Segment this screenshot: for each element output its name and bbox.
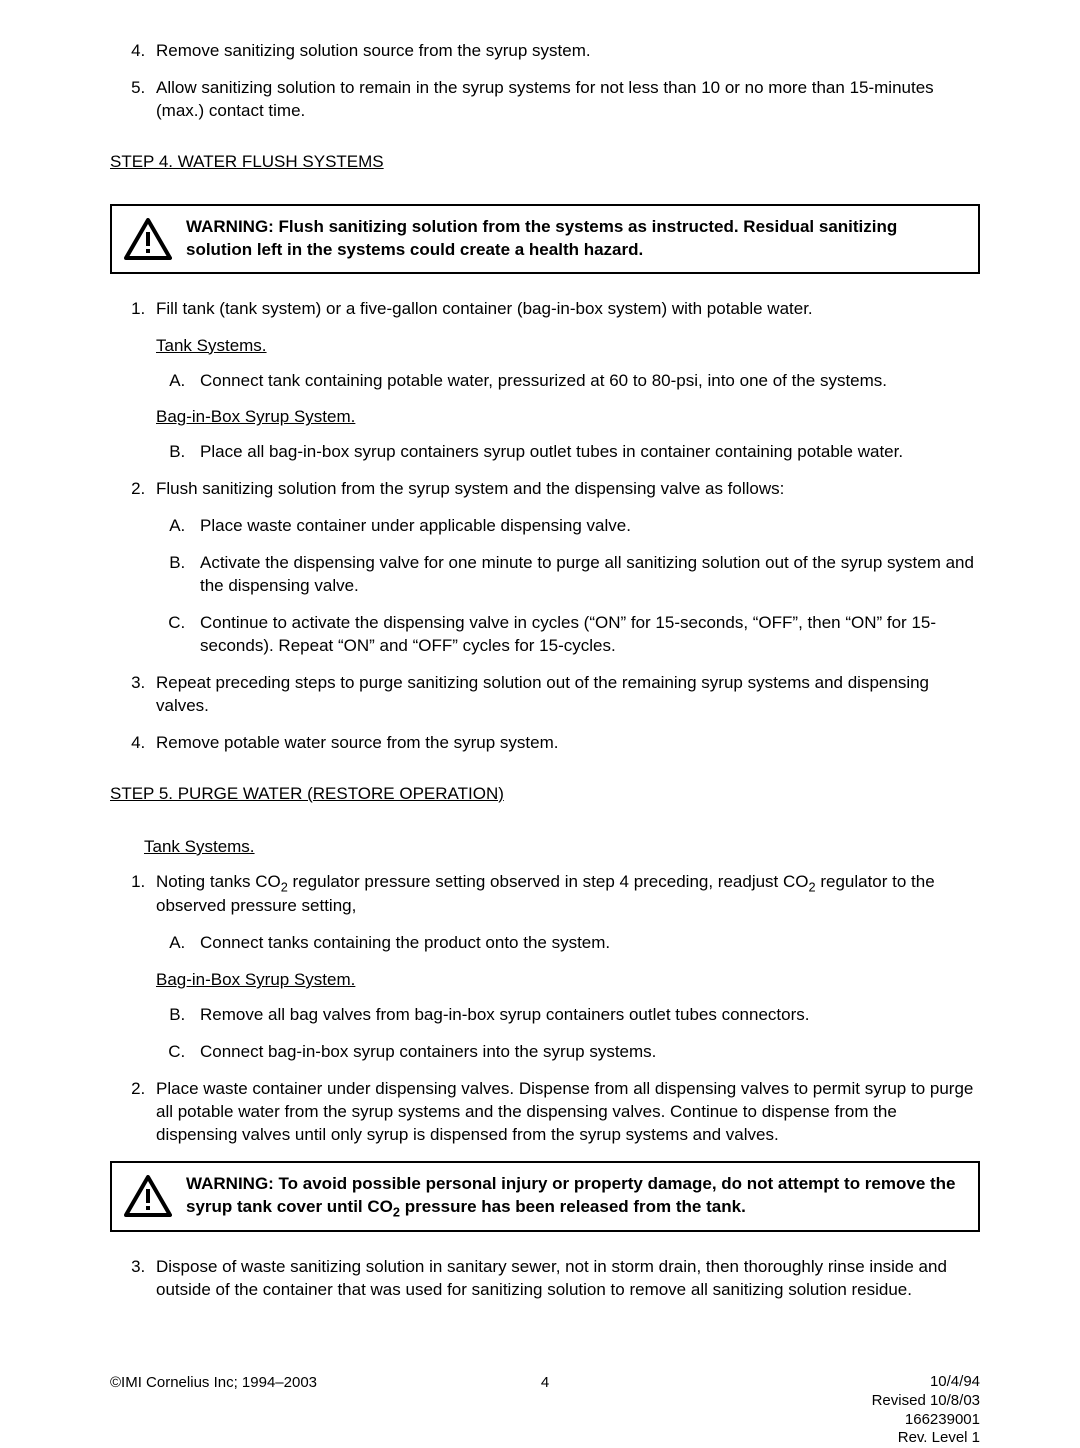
continued-step3-list: Remove sanitizing solution source from t… — [110, 40, 980, 123]
step5-heading: STEP 5. PURGE WATER (RESTORE OPERATION) — [110, 783, 980, 806]
subscript: 2 — [281, 879, 288, 894]
step4-item2-sublist: Place waste container under applicable d… — [156, 515, 980, 658]
list-item: Flush sanitizing solution from the syrup… — [150, 478, 980, 658]
list-item: Dispose of waste sanitizing solution in … — [150, 1256, 980, 1302]
list-item: Place waste container under dispensing v… — [150, 1078, 980, 1147]
warning-triangle-icon — [124, 1175, 172, 1217]
footer-doc-number: 166239001 — [872, 1411, 980, 1430]
step4-heading: STEP 4. WATER FLUSH SYSTEMS — [110, 151, 980, 174]
bib-label: Bag-in-Box Syrup System. — [156, 406, 980, 429]
step5-item1-sublist-a: Connect tanks containing the product ont… — [156, 932, 980, 955]
list-item: Activate the dispensing valve for one mi… — [190, 552, 980, 598]
bib-label-2: Bag-in-Box Syrup System. — [156, 969, 980, 992]
footer-revised-date: Revised 10/8/03 — [872, 1392, 980, 1411]
list-item: Allow sanitizing solution to remain in t… — [150, 77, 980, 123]
document-page: Remove sanitizing solution source from t… — [0, 0, 1080, 1397]
list-item: Place waste container under applicable d… — [190, 515, 980, 538]
list-item: Remove all bag valves from bag-in-box sy… — [190, 1004, 980, 1027]
list-item: Repeat preceding steps to purge sanitizi… — [150, 672, 980, 718]
text-fragment: Noting tanks CO — [156, 872, 281, 891]
list-item: Continue to activate the dispensing valv… — [190, 612, 980, 658]
step5-item1-sublist-bc: Remove all bag valves from bag-in-box sy… — [156, 1004, 980, 1064]
tank-systems-label: Tank Systems. — [156, 335, 980, 358]
warning-text: WARNING: To avoid possible personal inju… — [186, 1173, 962, 1221]
list-item: Remove potable water source from the syr… — [150, 732, 980, 755]
list-item-text: Fill tank (tank system) or a five-gallon… — [156, 299, 813, 318]
warning-triangle-icon — [124, 218, 172, 260]
warning-box-1: WARNING: Flush sanitizing solution from … — [110, 204, 980, 274]
footer-page-number: 4 — [541, 1373, 549, 1393]
list-item-text: Flush sanitizing solution from the syrup… — [156, 479, 784, 498]
subscript: 2 — [809, 879, 816, 894]
subscript: 2 — [393, 1204, 400, 1219]
footer-date: 10/4/94 — [872, 1373, 980, 1392]
footer-revision-info: 10/4/94 Revised 10/8/03 166239001 Rev. L… — [872, 1373, 980, 1448]
step4-list: Fill tank (tank system) or a five-gallon… — [110, 298, 980, 755]
warning-text: WARNING: Flush sanitizing solution from … — [186, 216, 962, 262]
list-item: Noting tanks CO2 regulator pressure sett… — [150, 871, 980, 1064]
list-item: Connect tank containing potable water, p… — [190, 370, 980, 393]
step5-list: Noting tanks CO2 regulator pressure sett… — [110, 871, 980, 1147]
list-item: Fill tank (tank system) or a five-gallon… — [150, 298, 980, 465]
list-item: Connect tanks containing the product ont… — [190, 932, 980, 955]
list-item: Remove sanitizing solution source from t… — [150, 40, 980, 63]
footer-copyright: ©IMI Cornelius Inc; 1994–2003 — [110, 1373, 317, 1393]
list-item: Place all bag-in-box syrup containers sy… — [190, 441, 980, 464]
step4-item1-sublist-b: Place all bag-in-box syrup containers sy… — [156, 441, 980, 464]
tank-systems-label-2: Tank Systems. — [144, 836, 980, 859]
list-item: Connect bag-in-box syrup containers into… — [190, 1041, 980, 1064]
step5-list-cont: Dispose of waste sanitizing solution in … — [110, 1256, 980, 1302]
warning-box-2: WARNING: To avoid possible personal inju… — [110, 1161, 980, 1233]
text-fragment: pressure has been released from the tank… — [400, 1197, 746, 1216]
footer-rev-level: Rev. Level 1 — [872, 1429, 980, 1448]
step4-item1-sublist-a: Connect tank containing potable water, p… — [156, 370, 980, 393]
text-fragment: regulator pressure setting observed in s… — [288, 872, 809, 891]
